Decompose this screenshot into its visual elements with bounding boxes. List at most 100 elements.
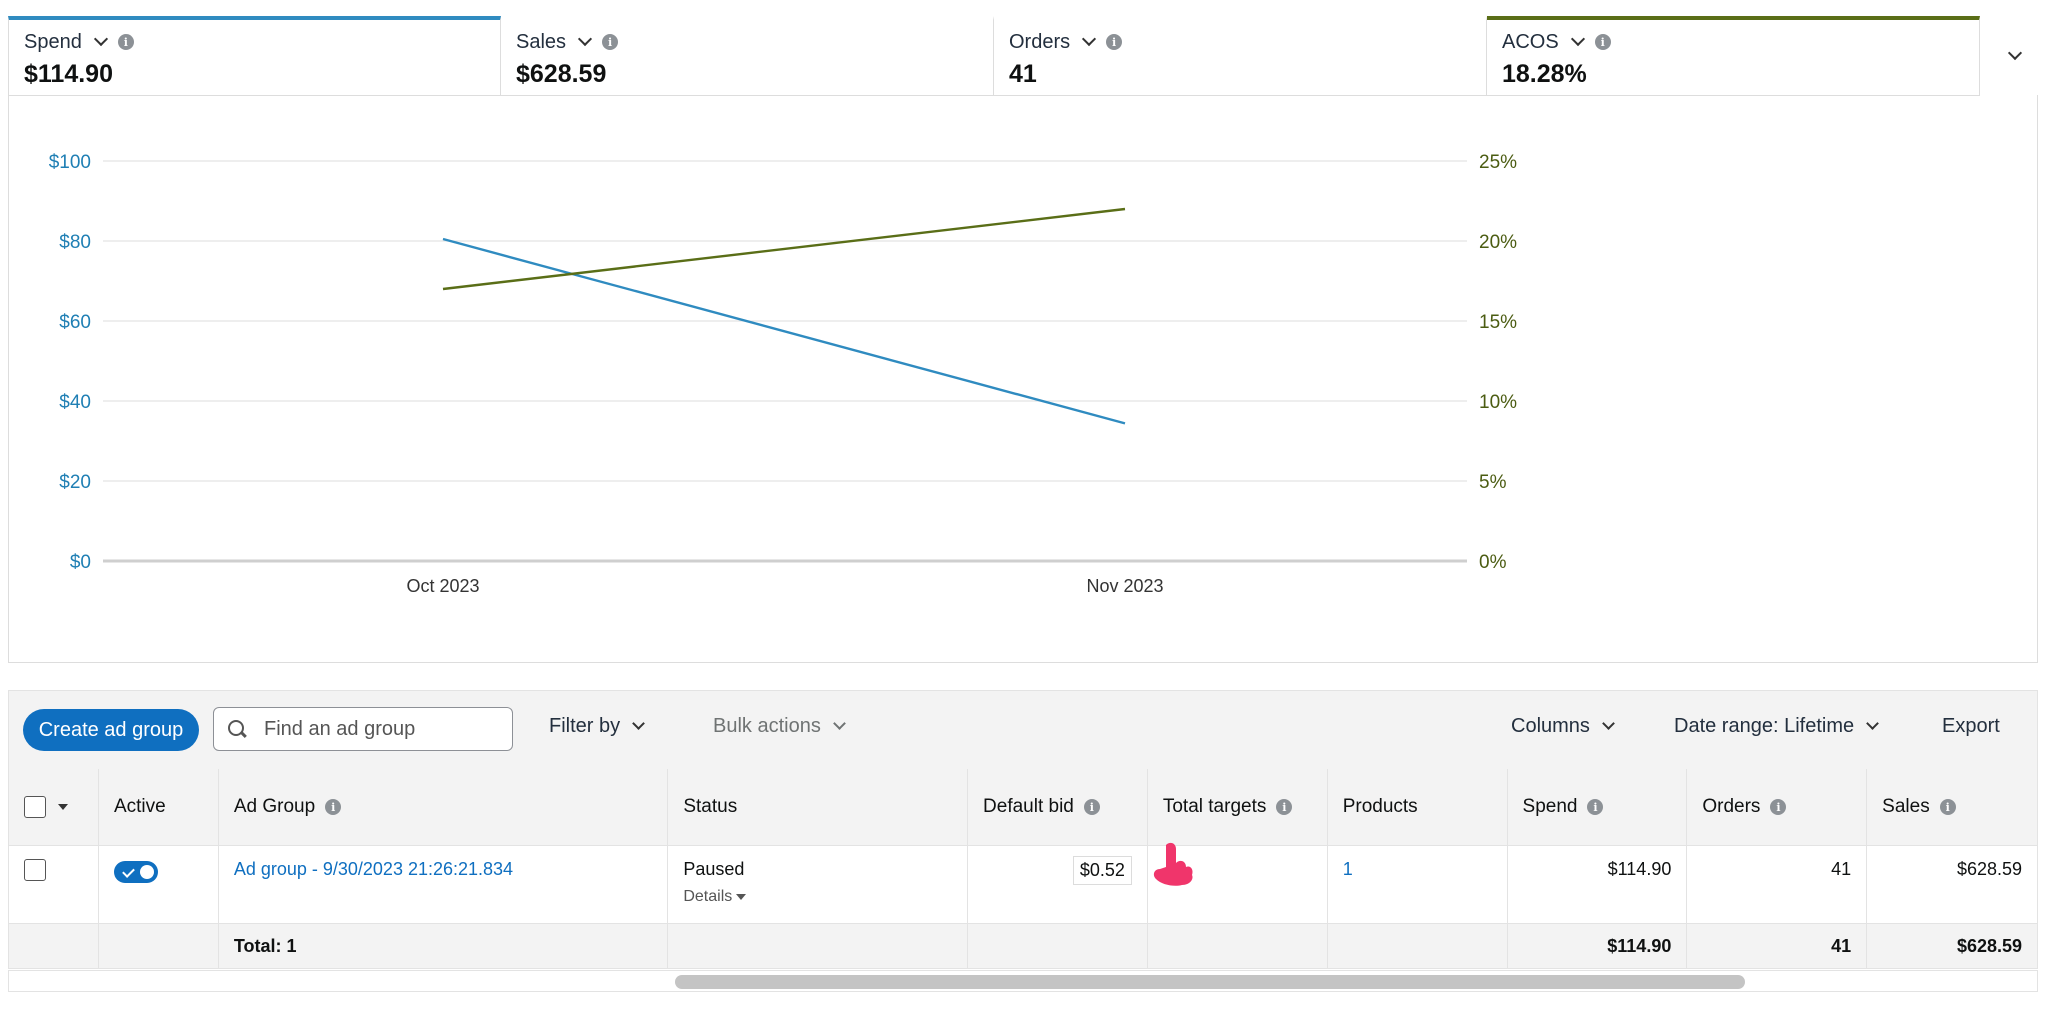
header-label: Spend	[1522, 796, 1578, 817]
header-label: Total targets	[1162, 796, 1267, 817]
header-label: Sales	[1882, 796, 1930, 817]
chevron-down-icon[interactable]	[1082, 31, 1097, 47]
date-range-label: Date range: Lifetime	[1674, 715, 1855, 737]
details-label: Details	[683, 888, 733, 905]
chevron-down-icon	[1602, 717, 1615, 730]
total-empty-cell	[668, 924, 969, 968]
bulk-actions-label: Bulk actions	[713, 715, 821, 737]
y-left-tick-label: $40	[59, 392, 91, 413]
header-active[interactable]: Active	[99, 769, 219, 845]
chevron-down-icon	[632, 717, 645, 730]
total-spend: $114.90	[1508, 924, 1688, 968]
y-left-tick-label: $0	[70, 552, 91, 573]
search-box[interactable]	[213, 707, 513, 751]
info-icon[interactable]: i	[1587, 799, 1604, 815]
info-icon[interactable]: i	[325, 799, 342, 815]
chart-svg: $0 0% $20 5% $40 10% $60 15% $80 20% $100 25% Oct 20…	[49, 152, 1517, 596]
y-right-tick-label: 25%	[1479, 152, 1517, 173]
y-left-tick-label: $80	[59, 232, 91, 253]
info-icon[interactable]: i	[1939, 799, 1956, 815]
header-products[interactable]: Products	[1328, 769, 1508, 845]
header-ad-group[interactable]: Ad Group i	[219, 769, 669, 845]
info-icon[interactable]: i	[1594, 34, 1611, 50]
total-empty-cell	[968, 924, 1148, 968]
metric-value: $628.59	[516, 60, 607, 88]
orders-cell: 41	[1687, 846, 1868, 923]
header-orders[interactable]: Orders i	[1687, 769, 1868, 845]
header-label: Ad Group	[233, 796, 316, 817]
header-status[interactable]: Status	[668, 769, 969, 845]
ad-groups-table: Active Ad Group i Status Default bid i Tot…	[8, 769, 2038, 969]
products-link[interactable]: 1	[1342, 859, 1353, 879]
header-sales[interactable]: Sales i	[1867, 769, 2037, 845]
chevron-down-icon[interactable]	[93, 31, 108, 47]
hand-pointer-icon	[1153, 842, 1193, 886]
metric-tabs: Spend i $114.90 Sales i $628.59 Orders i 41…	[8, 16, 2038, 96]
metric-label: ACOS	[1502, 30, 1559, 53]
metric-tab-acos[interactable]: ACOS i 18.28%	[1487, 16, 1980, 96]
total-targets-cell	[1148, 846, 1328, 923]
caret-down-icon[interactable]	[58, 804, 68, 810]
x-tick-label: Nov 2023	[1086, 576, 1163, 596]
header-total-targets[interactable]: Total targets i	[1148, 769, 1328, 845]
y-right-tick-label: 0%	[1479, 552, 1507, 573]
chevron-down-icon[interactable]	[1570, 31, 1585, 47]
y-left-tick-label: $100	[49, 152, 91, 173]
header-label: Orders	[1702, 796, 1761, 817]
default-bid-input[interactable]: $0.52	[1072, 856, 1132, 885]
horizontal-scrollbar[interactable]	[8, 970, 2038, 992]
columns-label: Columns	[1511, 715, 1590, 737]
select-all-checkbox[interactable]	[24, 796, 46, 818]
ad-group-link[interactable]: Ad group - 9/30/2023 21:26:21.834	[233, 859, 514, 879]
info-icon[interactable]: i	[1770, 799, 1787, 815]
chevron-down-icon	[1866, 717, 1879, 730]
info-icon[interactable]: i	[1083, 799, 1100, 815]
active-cell	[99, 846, 219, 923]
details-dropdown[interactable]: Details	[683, 888, 747, 906]
performance-chart: $0 0% $20 5% $40 10% $60 15% $80 20% $100 25% Oct 20…	[8, 95, 2038, 663]
header-default-bid[interactable]: Default bid i	[968, 769, 1148, 845]
chevron-down-icon[interactable]	[577, 31, 593, 47]
search-input[interactable]	[262, 716, 502, 742]
total-empty-cell	[9, 924, 99, 968]
metric-label: Spend	[24, 30, 82, 53]
chevron-down-icon	[2007, 45, 2023, 61]
spend-cell: $114.90	[1508, 846, 1688, 923]
metric-tab-spend[interactable]: Spend i $114.90	[8, 16, 501, 96]
total-empty-cell	[1328, 924, 1508, 968]
metric-tab-orders[interactable]: Orders i 41	[994, 16, 1487, 96]
expand-metrics-button[interactable]	[1984, 16, 2046, 96]
bulk-actions-dropdown[interactable]: Bulk actions	[713, 715, 846, 738]
table-header-row: Active Ad Group i Status Default bid i Tot…	[8, 769, 2038, 846]
total-empty-cell	[1148, 924, 1328, 968]
info-icon[interactable]: i	[1106, 34, 1123, 50]
metric-label: Sales	[516, 30, 567, 53]
active-toggle[interactable]	[113, 861, 158, 883]
info-icon[interactable]: i	[602, 34, 619, 50]
status-cell: Paused Details	[668, 846, 969, 923]
row-checkbox[interactable]	[24, 859, 46, 881]
export-button[interactable]: Export	[1942, 715, 2000, 737]
header-spend[interactable]: Spend i	[1508, 769, 1688, 845]
total-row: Total: 1 $114.90 41 $628.59	[8, 923, 2038, 969]
info-icon[interactable]: i	[1276, 799, 1293, 815]
total-label: Total: 1	[219, 924, 669, 968]
date-range-dropdown[interactable]: Date range: Lifetime	[1674, 715, 1879, 738]
chevron-down-icon	[832, 717, 846, 730]
status-text: Paused	[683, 859, 745, 879]
create-ad-group-button[interactable]: Create ad group	[23, 709, 199, 751]
info-icon[interactable]: i	[117, 34, 134, 50]
columns-dropdown[interactable]: Columns	[1511, 715, 1615, 738]
products-cell: 1	[1328, 846, 1508, 923]
y-right-tick-label: 10%	[1479, 392, 1517, 413]
table-row: Ad group - 9/30/2023 21:26:21.834 Paused…	[8, 846, 2038, 923]
y-left-tick-label: $20	[59, 472, 91, 493]
total-empty-cell	[99, 924, 219, 968]
metric-tab-sales[interactable]: Sales i $628.59	[501, 16, 994, 96]
y-right-tick-label: 20%	[1479, 232, 1517, 253]
series-line-acos	[442, 207, 1126, 291]
total-orders: 41	[1687, 924, 1868, 968]
metric-value: 18.28%	[1502, 60, 1587, 88]
filter-by-dropdown[interactable]: Filter by	[549, 715, 645, 738]
scrollbar-thumb[interactable]	[675, 975, 1745, 989]
